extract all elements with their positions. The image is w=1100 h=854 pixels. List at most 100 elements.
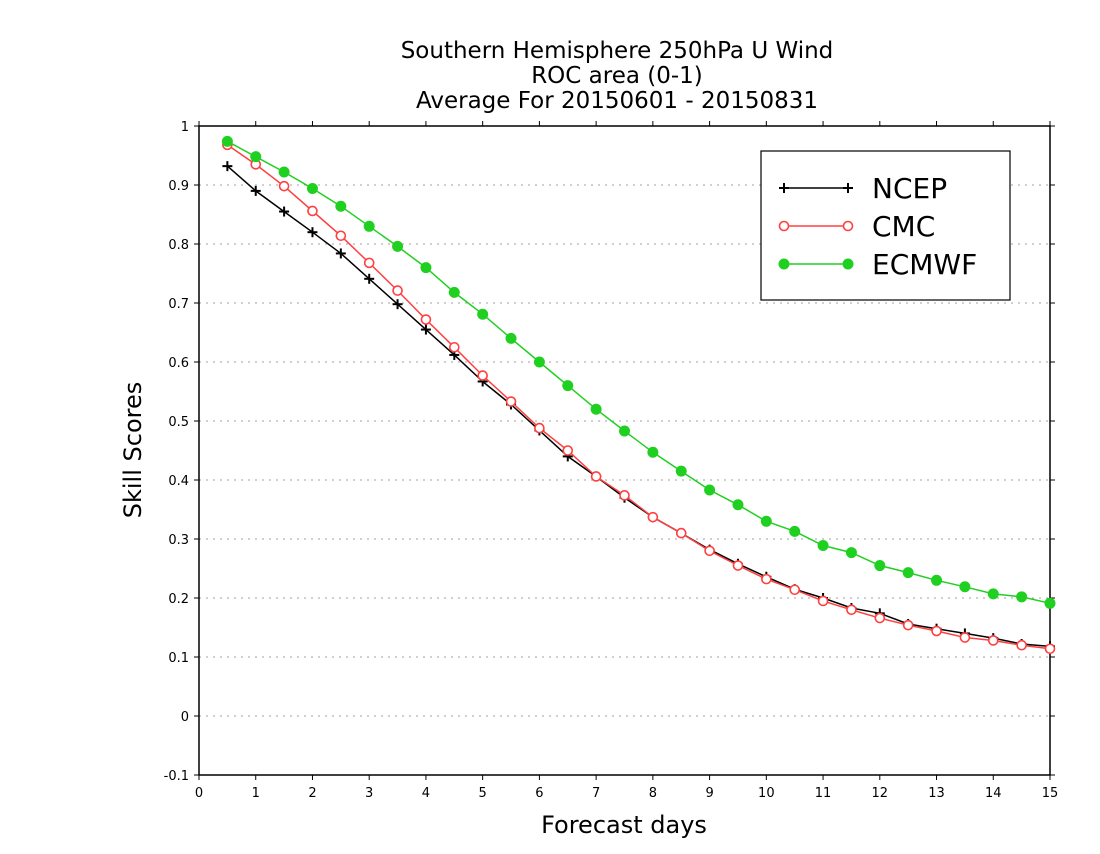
x-tick-label: 3 (365, 786, 373, 801)
legend-marker-ncep (779, 183, 789, 193)
series-cmc-point (732, 560, 744, 571)
series-ecmwf-point (817, 539, 829, 551)
series-ecmwf-point (675, 465, 687, 477)
series-ecmwf-point (363, 220, 375, 232)
x-tick-label: 8 (649, 786, 657, 801)
series-cmc-point (1044, 643, 1056, 655)
series-ecmwf-point (647, 446, 659, 458)
series-cmc-point (987, 635, 999, 646)
series-cmc-point (675, 527, 687, 539)
series-ncep-point (335, 248, 346, 259)
series-cmc-point (959, 632, 971, 643)
y-tick-label: 0.8 (168, 238, 189, 253)
series-cmc-point (931, 625, 942, 637)
series-ecmwf-point (420, 262, 432, 274)
series-ecmwf-point (789, 525, 801, 537)
series-ecmwf-point (306, 183, 318, 195)
series-ecmwf-point (590, 403, 602, 415)
series-cmc-point (562, 445, 574, 456)
legend: NCEP CMC ECMWF (760, 150, 1011, 301)
x-tick-label: 7 (592, 786, 600, 801)
x-tick-label: 10 (758, 786, 775, 801)
legend-marker-ncep (843, 183, 853, 193)
legend-entry-ecmwf: ECMWF (778, 248, 977, 281)
series-ecmwf-point (448, 286, 460, 298)
grid-layer (199, 184, 1050, 717)
series-cmc-point (420, 314, 432, 325)
series-cmc-point (477, 370, 488, 381)
y-tick-label: 0.5 (168, 415, 189, 430)
series-cmc-point (1016, 639, 1027, 651)
x-tick-label: 4 (422, 786, 430, 801)
series-cmc-point (278, 180, 290, 192)
series-ecmwf-point (278, 166, 290, 178)
y-tick-label: 0 (181, 710, 189, 725)
x-tick-label: 12 (872, 786, 889, 801)
series-ecmwf-point (392, 240, 404, 252)
series-ecmwf (221, 135, 1056, 609)
series-cmc-point (534, 422, 545, 434)
y-tick-label: 0.9 (168, 179, 189, 194)
x-tick-label: 9 (705, 786, 713, 801)
series-cmc-point (761, 573, 772, 585)
x-tick-label: 2 (308, 786, 316, 801)
y-tick-label: 0.1 (168, 651, 189, 666)
legend-entry-cmc: CMC (778, 210, 935, 243)
series-ecmwf-point (902, 567, 914, 579)
y-tick-label: 0.3 (168, 533, 189, 548)
x-tick-label: 15 (1042, 786, 1059, 801)
legend-marker-ecmwf (778, 258, 790, 270)
legend-label-cmc: CMC (872, 210, 935, 243)
series-ecmwf-point (477, 308, 489, 320)
series-cmc-point (619, 490, 630, 501)
series-ncep-point (420, 324, 431, 335)
series-ncep-point (279, 206, 290, 217)
series-cmc-point (846, 604, 857, 616)
series-cmc-point (902, 619, 914, 631)
series-ecmwf-point (250, 151, 262, 163)
legend-box (760, 150, 1011, 301)
series-cmc (222, 139, 1056, 655)
plot-frame (198, 125, 1051, 776)
y-tick-label: 0.7 (168, 297, 189, 312)
series-ecmwf-point (959, 581, 971, 593)
series-ecmwf-point (533, 356, 545, 368)
series-ecmwf-point (874, 560, 886, 572)
series-ecmwf-point (987, 588, 999, 600)
y-tick-label: 0.6 (168, 356, 189, 371)
x-tick-label: 5 (479, 786, 487, 801)
series-ecmwf-point (619, 425, 630, 437)
series-ecmwf-point (845, 547, 857, 559)
series-ecmwf-point (732, 499, 744, 511)
legend-label-ecmwf: ECMWF (872, 248, 977, 281)
x-tick-label: 0 (195, 786, 203, 801)
series-ncep-point (250, 185, 261, 196)
series-ecmwf-point (760, 515, 772, 527)
legend-marker-cmc (778, 220, 790, 232)
series-cmc-point (874, 612, 886, 624)
y-tick-label: 1 (181, 120, 189, 135)
chart-title: Southern Hemisphere 250hPa U Wind ROC ar… (401, 38, 834, 114)
series-ncep-point (392, 299, 403, 310)
x-tick-label: 1 (252, 786, 260, 801)
x-tick-label: 11 (815, 786, 832, 801)
y-tick-label: -0.1 (164, 769, 189, 784)
series-ncep-point (307, 227, 318, 238)
chart-title-line-2: ROC area (0-1) (531, 63, 703, 89)
x-tick-label: 6 (535, 786, 543, 801)
series-cmc-point (817, 595, 829, 607)
series-ncep-point (222, 161, 233, 172)
series-ecmwf-point (221, 135, 233, 147)
x-axis-title: Forecast days (541, 811, 707, 839)
series-cmc-point (647, 511, 659, 523)
y-tick-label: 0.2 (168, 592, 189, 607)
series-ecmwf-point (704, 484, 716, 496)
ticks-layer: -0.100.10.20.30.40.50.60.70.80.910 1 2 3 4 5 6… (164, 120, 1059, 801)
series-ecmwf-point (931, 574, 943, 586)
x-tick-label: 13 (928, 786, 945, 801)
series-cmc-point (363, 257, 375, 269)
series-ecmwf-point (505, 332, 517, 344)
series-cmc-point (307, 205, 318, 217)
